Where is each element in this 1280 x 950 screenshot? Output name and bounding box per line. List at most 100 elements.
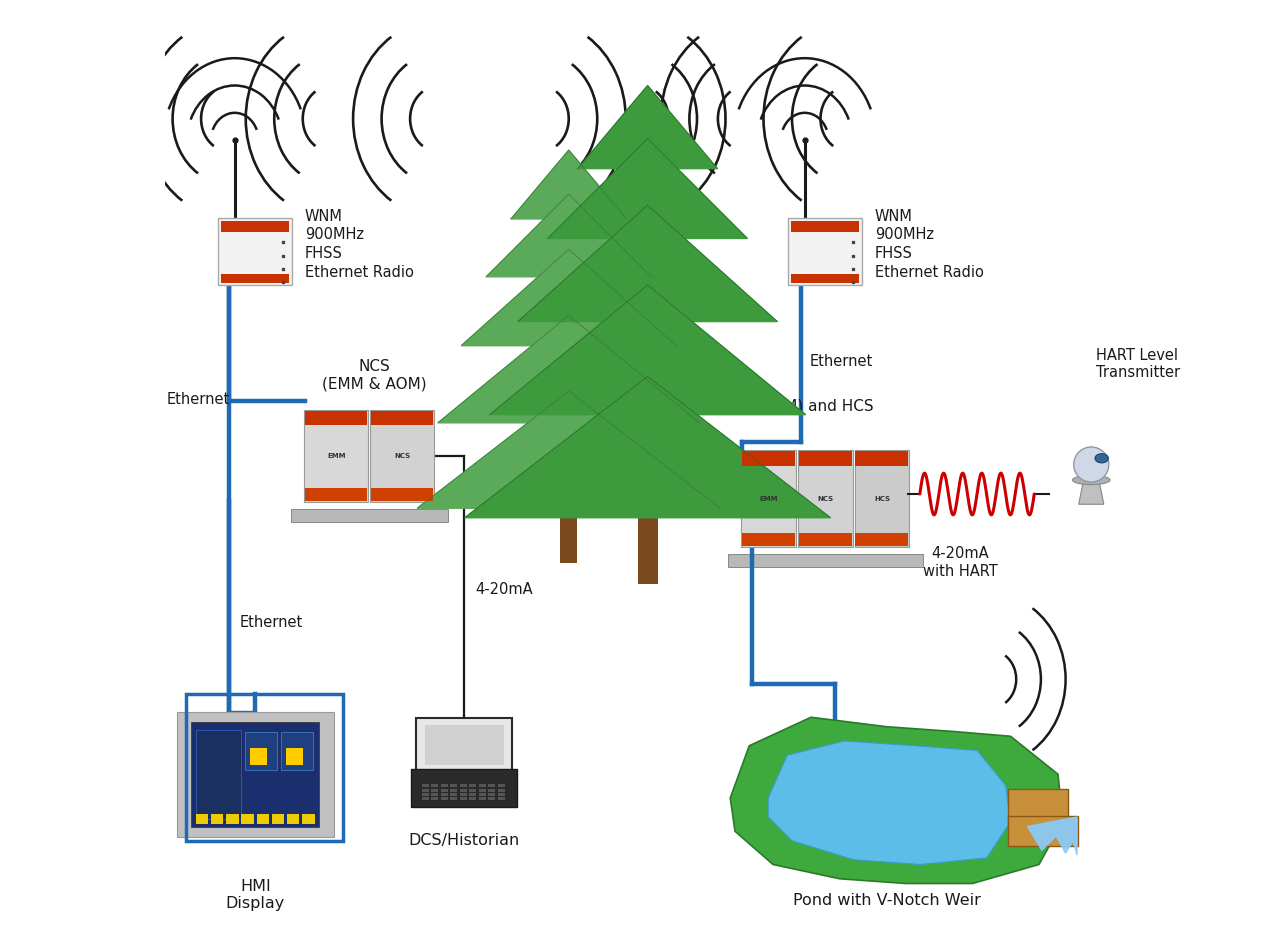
FancyBboxPatch shape (1007, 816, 1078, 846)
Text: 4-20mA
with HART: 4-20mA with HART (923, 546, 998, 579)
Polygon shape (511, 150, 627, 219)
Bar (498, 784, 504, 788)
Bar (498, 788, 504, 791)
Text: Ethernet: Ethernet (810, 353, 873, 369)
Bar (271, 814, 284, 824)
Bar (791, 274, 859, 283)
Bar (440, 788, 448, 791)
Polygon shape (1079, 479, 1103, 504)
FancyBboxPatch shape (218, 218, 292, 285)
FancyBboxPatch shape (1007, 789, 1069, 827)
Bar (742, 451, 795, 466)
Bar (440, 797, 448, 800)
Bar (460, 784, 467, 788)
Bar (451, 793, 457, 796)
Bar (451, 784, 457, 788)
Polygon shape (518, 205, 777, 321)
Text: HCS: HCS (874, 496, 890, 502)
Bar (791, 221, 859, 232)
Bar (440, 793, 448, 796)
Bar (431, 788, 439, 791)
Polygon shape (490, 285, 805, 414)
Bar (211, 814, 224, 824)
Bar (227, 814, 238, 824)
Bar (305, 488, 367, 502)
Bar (799, 533, 851, 546)
FancyBboxPatch shape (177, 712, 334, 837)
FancyBboxPatch shape (416, 718, 512, 773)
Text: Ethernet: Ethernet (241, 615, 303, 630)
Ellipse shape (1073, 475, 1110, 484)
Bar (468, 793, 476, 796)
Polygon shape (461, 249, 676, 346)
Polygon shape (486, 194, 652, 276)
Bar (561, 508, 577, 563)
Bar (460, 797, 467, 800)
Bar (855, 533, 909, 546)
Polygon shape (417, 391, 721, 508)
Bar (799, 451, 851, 466)
Bar (186, 694, 343, 841)
Bar (451, 788, 457, 791)
Bar (460, 793, 467, 796)
Bar (479, 797, 486, 800)
Bar (488, 797, 495, 800)
Bar (440, 784, 448, 788)
Text: Pond with V-Notch Weir: Pond with V-Notch Weir (794, 893, 980, 908)
Text: EMM: EMM (759, 496, 778, 502)
Bar (257, 814, 269, 824)
FancyBboxPatch shape (855, 450, 909, 547)
Bar (291, 509, 448, 522)
Bar (305, 410, 367, 426)
Bar (242, 814, 253, 824)
FancyBboxPatch shape (411, 769, 517, 807)
Bar (451, 797, 457, 800)
FancyBboxPatch shape (741, 450, 796, 547)
Bar (742, 533, 795, 546)
Polygon shape (465, 376, 831, 518)
Polygon shape (548, 139, 748, 238)
Bar (460, 788, 467, 791)
Bar (468, 797, 476, 800)
FancyBboxPatch shape (788, 218, 863, 285)
Bar (468, 788, 476, 791)
Bar (371, 410, 434, 426)
Circle shape (1074, 447, 1108, 482)
Bar (196, 814, 209, 824)
Ellipse shape (1094, 454, 1108, 463)
Bar (221, 221, 289, 232)
Text: EMM: EMM (326, 453, 346, 459)
Bar (244, 732, 276, 770)
Bar (431, 793, 439, 796)
Bar (421, 793, 429, 796)
Bar (498, 793, 504, 796)
Bar (488, 793, 495, 796)
Polygon shape (768, 741, 1010, 864)
Bar (250, 748, 266, 765)
Text: HMI
Display: HMI Display (225, 879, 285, 911)
Bar (196, 730, 241, 819)
Text: HART Level
Transmitter: HART Level Transmitter (1096, 348, 1180, 380)
Text: 4-20mA: 4-20mA (476, 581, 534, 597)
Text: NCS: NCS (817, 496, 833, 502)
Bar (425, 725, 504, 765)
Text: WNM
900MHz
FHSS
Ethernet Radio: WNM 900MHz FHSS Ethernet Radio (874, 209, 983, 279)
Bar (302, 814, 315, 824)
Bar (488, 788, 495, 791)
Bar (221, 274, 289, 283)
Polygon shape (1028, 817, 1076, 855)
Text: WNM
900MHz
FHSS
Ethernet Radio: WNM 900MHz FHSS Ethernet Radio (305, 209, 413, 279)
Bar (421, 797, 429, 800)
Bar (498, 797, 504, 800)
Bar (421, 784, 429, 788)
Bar (468, 784, 476, 788)
Bar (191, 722, 320, 826)
Bar (431, 797, 439, 800)
Text: NCS: NCS (394, 453, 411, 459)
FancyBboxPatch shape (370, 410, 434, 502)
Bar (479, 793, 486, 796)
Bar (488, 784, 495, 788)
Bar (280, 732, 314, 770)
Text: DCS/Historian: DCS/Historian (408, 832, 520, 847)
Bar (479, 784, 486, 788)
